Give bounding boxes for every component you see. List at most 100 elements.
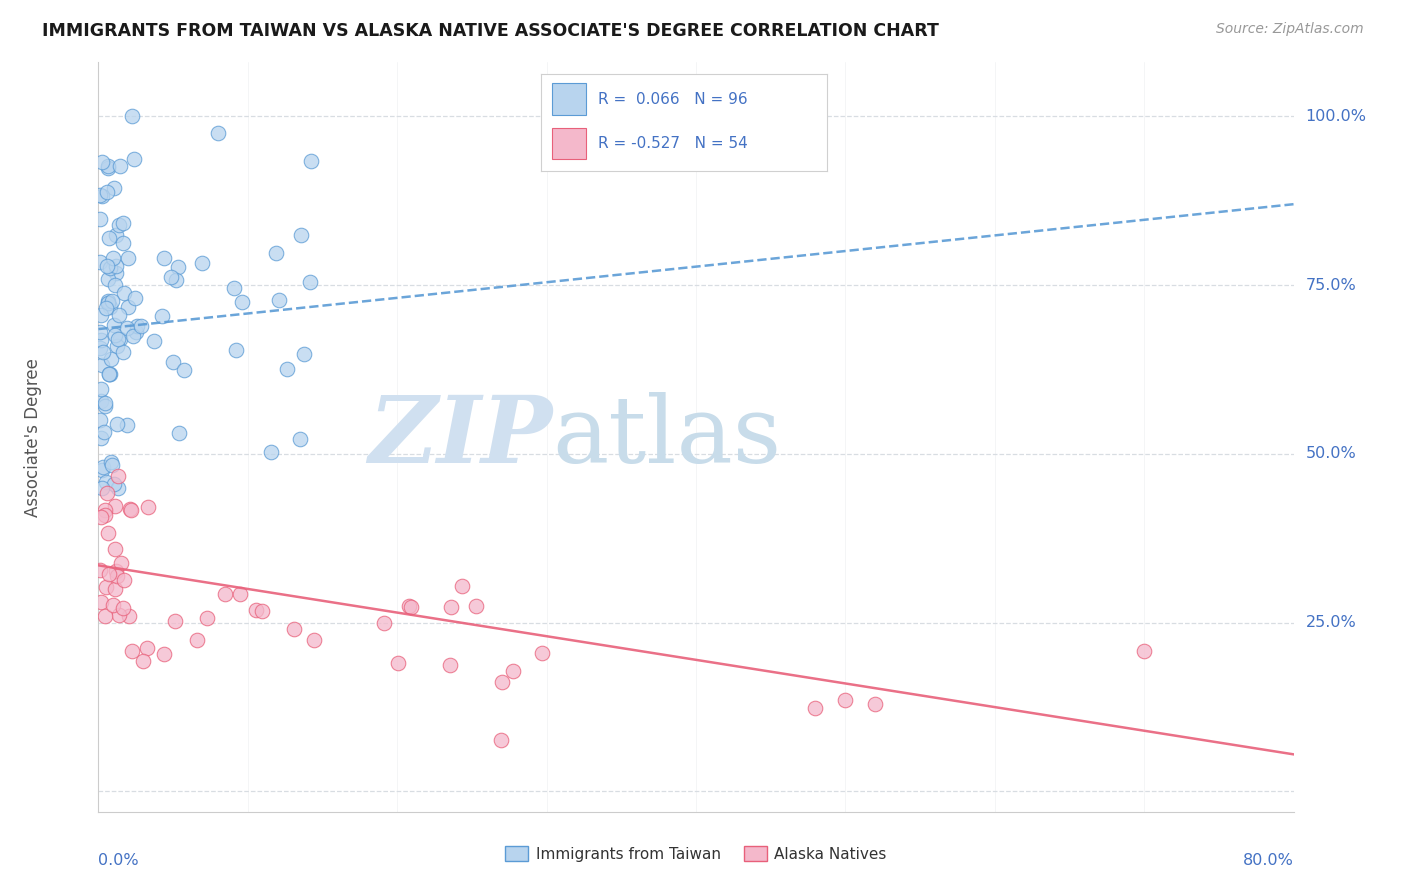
- Point: [451, 579, 474, 593]
- Point: [96, 580, 118, 594]
- Point: [93, 425, 115, 439]
- Text: Source: ZipAtlas.com: Source: ZipAtlas.com: [1216, 22, 1364, 37]
- Point: [97, 161, 120, 175]
- Point: [104, 277, 127, 292]
- Point: [90, 509, 112, 524]
- Point: [90, 394, 112, 409]
- Text: 25.0%: 25.0%: [1306, 615, 1357, 631]
- Point: [252, 604, 274, 618]
- Point: [111, 601, 134, 615]
- Point: [98, 260, 121, 275]
- Text: IMMIGRANTS FROM TAIWAN VS ALASKA NATIVE ASSOCIATE'S DEGREE CORRELATION CHART: IMMIGRANTS FROM TAIWAN VS ALASKA NATIVE …: [42, 22, 939, 40]
- Point: [89, 255, 111, 269]
- Point: [129, 318, 152, 333]
- Point: [104, 500, 127, 514]
- Point: [96, 260, 118, 274]
- Point: [89, 413, 111, 427]
- Point: [105, 339, 128, 353]
- Point: [100, 455, 122, 469]
- Point: [107, 569, 129, 583]
- Point: [110, 332, 132, 346]
- Point: [107, 468, 129, 483]
- Point: [104, 327, 127, 342]
- Point: [150, 309, 173, 323]
- Point: [105, 417, 128, 432]
- Point: [112, 286, 135, 301]
- Point: [167, 426, 190, 441]
- Point: [299, 154, 322, 169]
- Point: [502, 664, 524, 678]
- Point: [162, 355, 184, 369]
- Text: 0.0%: 0.0%: [98, 853, 139, 868]
- Point: [107, 333, 129, 347]
- Point: [112, 216, 135, 230]
- Point: [440, 599, 463, 614]
- Point: [90, 308, 112, 322]
- Point: [89, 325, 111, 339]
- Point: [90, 358, 112, 372]
- Point: [118, 608, 141, 623]
- Point: [103, 318, 125, 332]
- Point: [186, 632, 208, 647]
- Point: [401, 599, 423, 614]
- Point: [97, 159, 120, 173]
- Point: [302, 632, 325, 647]
- Text: 80.0%: 80.0%: [1243, 853, 1294, 868]
- Point: [94, 608, 117, 623]
- Point: [89, 188, 111, 202]
- Point: [834, 693, 856, 707]
- Point: [115, 321, 138, 335]
- Point: [214, 587, 236, 601]
- Point: [118, 501, 141, 516]
- Point: [97, 293, 120, 308]
- Point: [96, 486, 118, 500]
- Text: ZIP: ZIP: [368, 392, 553, 482]
- Point: [103, 251, 125, 265]
- Point: [373, 615, 395, 630]
- Point: [292, 347, 315, 361]
- Point: [103, 181, 125, 195]
- Point: [266, 245, 288, 260]
- Point: [290, 228, 312, 243]
- Point: [135, 640, 157, 655]
- Point: [111, 345, 134, 359]
- Point: [94, 503, 117, 517]
- Point: [96, 301, 118, 316]
- Point: [91, 459, 114, 474]
- Point: [865, 697, 887, 711]
- Point: [165, 614, 187, 628]
- Text: 75.0%: 75.0%: [1306, 277, 1357, 293]
- Point: [276, 362, 298, 376]
- Point: [117, 251, 139, 265]
- Point: [153, 251, 176, 265]
- Point: [125, 319, 148, 334]
- Point: [93, 396, 115, 410]
- Point: [465, 599, 488, 614]
- Point: [105, 259, 128, 273]
- Point: [90, 334, 112, 348]
- Point: [93, 508, 115, 522]
- Point: [89, 212, 111, 227]
- Point: [290, 432, 312, 446]
- Point: [142, 334, 165, 348]
- Point: [299, 275, 322, 289]
- Point: [160, 270, 183, 285]
- Point: [91, 344, 114, 359]
- Point: [165, 273, 187, 287]
- Point: [125, 326, 148, 340]
- Point: [97, 296, 120, 310]
- Point: [121, 110, 143, 124]
- Point: [491, 674, 513, 689]
- Point: [530, 646, 553, 660]
- Point: [121, 644, 143, 658]
- Point: [207, 126, 229, 140]
- Point: [98, 300, 121, 314]
- Point: [98, 367, 121, 381]
- Point: [124, 291, 146, 305]
- Point: [104, 227, 127, 242]
- Point: [122, 329, 145, 343]
- Point: [195, 611, 218, 625]
- Point: [117, 300, 139, 314]
- Point: [231, 295, 253, 310]
- Point: [1133, 644, 1156, 658]
